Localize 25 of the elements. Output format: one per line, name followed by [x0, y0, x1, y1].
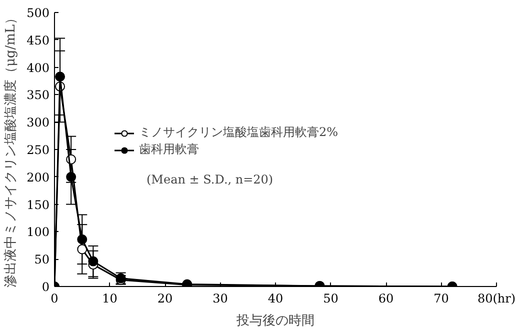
x-tick-label: 50 [323, 292, 338, 306]
x-tick-label: 60 [378, 292, 394, 306]
y-tick-label: 300 [26, 116, 50, 130]
x-tick-label: 20 [157, 292, 173, 306]
x-tick-label: 80(hr) [477, 292, 516, 306]
y-tick-label: 400 [26, 60, 50, 75]
y-tick-label: 100 [26, 225, 50, 240]
x-axis-title: 投与後の時間 [236, 314, 314, 328]
y-tick-label: 250 [26, 143, 50, 157]
legend-label: 歯科用軟膏 [139, 141, 199, 158]
annotation: (Mean ± S.D., n=20) [146, 172, 274, 186]
y-tick-label: 150 [26, 198, 50, 212]
y-axis-title: 滲出液中ミノサイクリン塩酸塩濃度（μg/mL） [2, 11, 19, 288]
y-tick-label: 200 [26, 170, 50, 184]
x-tick-label: 30 [212, 292, 228, 306]
x-tick-label: 0 [50, 292, 58, 306]
x-tick-label: 70 [434, 292, 449, 306]
y-tick-label: 450 [26, 33, 50, 48]
y-tick-label: 0 [42, 280, 50, 294]
x-tick-label: 10 [102, 292, 118, 306]
legend-label: ミノサイクリン塩酸塩歯科用軟膏2% [139, 124, 338, 141]
y-tick-label: 350 [26, 88, 50, 102]
y-tick-label: 500 [26, 6, 50, 20]
y-tick-label: 50 [34, 252, 50, 267]
x-tick-label: 40 [268, 292, 284, 306]
